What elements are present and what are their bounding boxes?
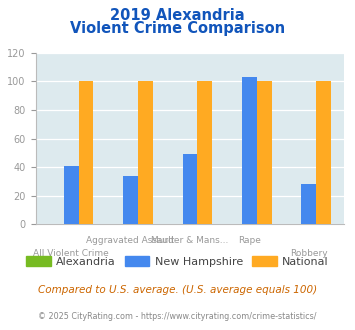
Text: Aggravated Assault: Aggravated Assault: [86, 236, 175, 245]
Bar: [78, 82, 93, 224]
Bar: [123, 176, 138, 224]
Bar: [138, 82, 153, 224]
Text: 2019 Alexandria: 2019 Alexandria: [110, 8, 245, 23]
Text: © 2025 CityRating.com - https://www.cityrating.com/crime-statistics/: © 2025 CityRating.com - https://www.city…: [38, 312, 317, 321]
Legend: Alexandria, New Hampshire, National: Alexandria, New Hampshire, National: [22, 251, 333, 271]
Text: Robbery: Robbery: [290, 249, 328, 258]
Bar: [197, 82, 212, 224]
Text: Murder & Mans...: Murder & Mans...: [151, 236, 229, 245]
Text: Rape: Rape: [238, 236, 261, 245]
Bar: [257, 82, 272, 224]
Text: Violent Crime Comparison: Violent Crime Comparison: [70, 21, 285, 36]
Bar: [64, 166, 78, 224]
Bar: [301, 184, 316, 224]
Bar: [242, 77, 257, 224]
Text: Compared to U.S. average. (U.S. average equals 100): Compared to U.S. average. (U.S. average …: [38, 285, 317, 295]
Bar: [182, 154, 197, 224]
Text: All Violent Crime: All Violent Crime: [33, 249, 109, 258]
Bar: [316, 82, 331, 224]
